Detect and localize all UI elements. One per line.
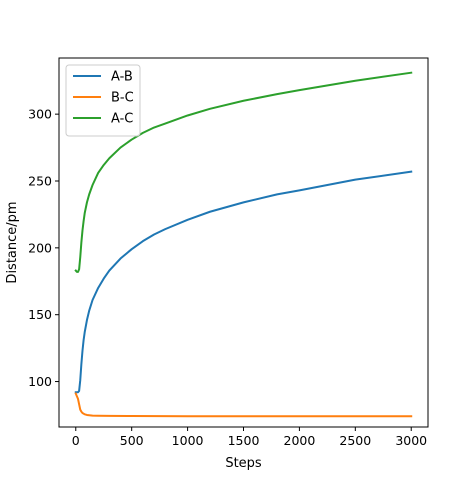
y-tick-label: 300 bbox=[28, 107, 52, 122]
legend-label-a-b: A-B bbox=[111, 70, 133, 85]
y-tick-label: 150 bbox=[28, 307, 52, 322]
x-tick-label: 0 bbox=[72, 433, 80, 448]
y-tick-label: 200 bbox=[28, 240, 52, 255]
x-tick-label: 500 bbox=[120, 433, 144, 448]
y-axis-label: Distance/pm bbox=[5, 201, 20, 283]
x-tick-label: 3000 bbox=[395, 433, 427, 448]
x-axis-label: Steps bbox=[225, 456, 262, 471]
axes: Steps Distance/pm 0 500 1000 1500 2000 2500 30… bbox=[5, 57, 429, 471]
x-tick-label: 2500 bbox=[339, 433, 371, 448]
x-tick-label: 1500 bbox=[228, 433, 260, 448]
x-tick-label: 1000 bbox=[172, 433, 204, 448]
legend: A-B B-C A-C bbox=[65, 64, 141, 137]
series-line-a-b bbox=[74, 170, 413, 394]
legend-label-b-c: B-C bbox=[111, 91, 134, 106]
x-tick-label: 2000 bbox=[284, 433, 316, 448]
series-line-a-c bbox=[74, 71, 413, 273]
plot-area bbox=[74, 71, 413, 418]
legend-label-a-c: A-C bbox=[111, 112, 133, 127]
y-tick-label: 250 bbox=[28, 174, 52, 189]
y-tick-label: 100 bbox=[28, 374, 52, 389]
series-line-b-c bbox=[74, 392, 413, 418]
